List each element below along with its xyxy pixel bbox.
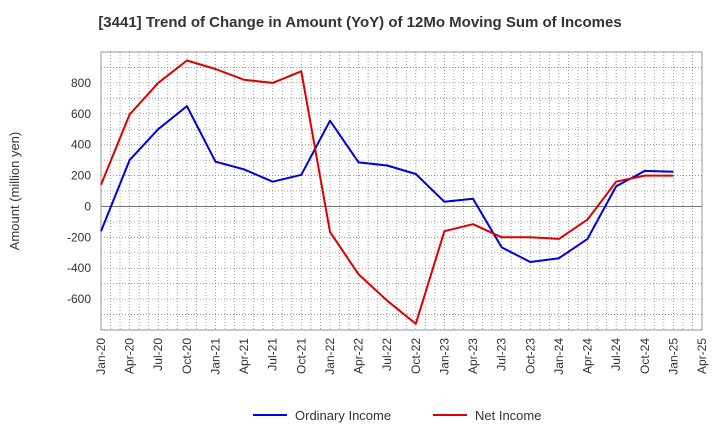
x-tick-label: Apr-20 [123,338,137,374]
legend: Ordinary Income Net Income [253,408,541,423]
chart-title: [3441] Trend of Change in Amount (YoY) o… [98,14,622,31]
x-tick-label: Apr-21 [237,338,251,374]
series-lines [100,59,674,325]
x-tick-label: Apr-25 [695,338,709,374]
x-tick-label: Jan-20 [94,338,108,375]
x-tick-label: Jul-20 [151,338,165,371]
y-tick-label: 200 [71,169,91,183]
x-tick-label: Jan-21 [208,338,222,375]
y-tick-label: -400 [67,261,91,275]
y-axis-label: Amount (million yen) [7,132,22,251]
x-tick-label: Oct-20 [180,338,194,374]
x-tick-label: Jan-24 [552,338,566,375]
x-tick-label: Apr-24 [581,338,595,374]
y-tick-label: -600 [67,292,91,306]
series-line-net-income [100,59,674,325]
x-tick-label: Apr-22 [352,338,366,374]
x-axis-tick-labels: Jan-20 Apr-20 Jul-20 Oct-20 Jan-21 Apr-21 Jul-… [94,338,709,375]
x-tick-label: Oct-23 [523,338,537,374]
y-tick-label: 0 [84,199,91,213]
x-tick-label: Apr-23 [466,338,480,374]
legend-label: Net Income [475,408,541,423]
x-tick-label: Jul-24 [609,338,623,371]
x-tick-label: Oct-22 [409,338,423,374]
y-tick-label: -200 [67,230,91,244]
x-tick-label: Jul-21 [266,338,280,371]
series-line-ordinary-income [100,105,674,263]
x-tick-label: Oct-21 [294,338,308,374]
x-tick-label: Oct-24 [638,338,652,374]
y-tick-label: 800 [71,76,91,90]
x-tick-label: Jan-22 [323,338,337,375]
x-tick-label: Jan-25 [666,338,680,375]
y-axis-tick-labels: -600 -400 -200 0 200 400 600 800 [67,76,91,306]
legend-label: Ordinary Income [295,408,391,423]
x-tick-label: Jul-23 [495,338,509,371]
x-tick-label: Jul-22 [380,338,394,371]
x-tick-label: Jan-23 [437,338,451,375]
y-tick-label: 600 [71,107,91,121]
y-tick-label: 400 [71,138,91,152]
